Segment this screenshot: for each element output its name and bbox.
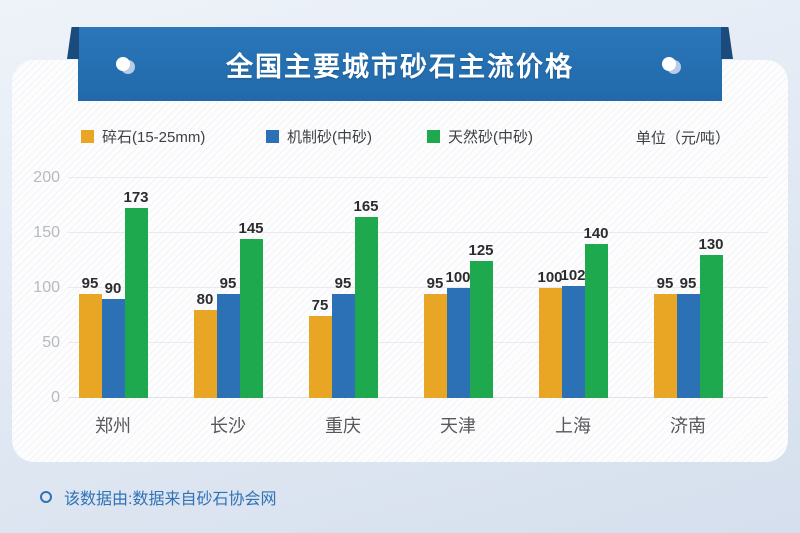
x-axis-category-label: 长沙: [210, 416, 246, 436]
plot-area: 0 50 100 150 200 95 90 173 郑州 80 95 145 长沙 75 95 165 重庆 9…: [33, 169, 768, 436]
bar: 145: [238, 220, 264, 398]
bar: 140: [583, 225, 609, 398]
bar-group: 95 95 130 济南: [653, 236, 724, 436]
x-axis-category-label: 天津: [440, 416, 476, 436]
legend-label: 碎石(15-25mm): [102, 129, 206, 146]
y-axis-tick-label: 200: [33, 169, 60, 186]
rivet-icon: [662, 57, 676, 71]
bar-value-label: 95: [81, 274, 99, 292]
bar-group: 95 90 173 郑州: [78, 189, 149, 436]
legend-label: 天然砂(中砂): [448, 129, 533, 146]
y-axis-tick-label: 50: [42, 334, 60, 351]
bar-group: 75 95 165 重庆: [308, 198, 379, 436]
bar: 80: [193, 291, 217, 398]
bar: 125: [468, 242, 494, 398]
bar: 75: [308, 297, 332, 398]
bar-value-label: 173: [123, 188, 149, 206]
bar-value-label: 95: [334, 274, 352, 292]
bar-value-label: 95: [426, 274, 444, 292]
bar-group: 95 100 125 天津: [423, 242, 494, 436]
legend-label: 机制砂(中砂): [287, 129, 372, 146]
bar: 95: [78, 275, 102, 398]
gridline: [68, 397, 768, 398]
bar-value-label: 90: [104, 280, 122, 297]
bar-value-label: 80: [196, 291, 214, 308]
bar: 100: [445, 269, 471, 398]
bar-value-label: 100: [537, 269, 563, 286]
bar: 130: [698, 236, 724, 398]
rivet-icon: [116, 57, 130, 71]
x-axis-category-label: 上海: [555, 416, 591, 436]
bar: 95: [216, 275, 240, 398]
chart-card: 碎石(15-25mm) 机制砂(中砂) 天然砂(中砂) 单位（元/吨） 0 50 1…: [12, 60, 788, 462]
gridline: [68, 287, 768, 288]
y-axis-tick-label: 150: [33, 224, 60, 241]
bar: 95: [676, 275, 700, 398]
ribbon-fold-right: [721, 27, 733, 59]
bar-group: 100 102 140 上海: [537, 225, 609, 436]
x-axis-category-label: 济南: [670, 416, 706, 436]
gridline: [68, 342, 768, 343]
circle-bullet-icon: [40, 491, 52, 503]
bar: 95: [653, 275, 677, 398]
ribbon-fold-left: [67, 27, 79, 59]
bar-group: 80 95 145 长沙: [193, 220, 264, 436]
legend-item-crushed-stone: 碎石(15-25mm): [81, 126, 205, 147]
bar: 102: [560, 267, 586, 398]
x-axis-category-label: 郑州: [95, 416, 131, 436]
x-axis-category-label: 重庆: [325, 416, 361, 436]
bar-value-label: 95: [656, 274, 674, 292]
title-ribbon: 全国主要城市砂石主流价格: [67, 27, 733, 101]
bar-value-label: 130: [698, 236, 724, 253]
bar-value-label: 140: [583, 225, 609, 242]
bar-value-label: 145: [238, 219, 264, 237]
legend-swatch-blue: [266, 130, 279, 143]
data-source-text: 该数据由:数据来自砂石协会网: [64, 491, 277, 508]
data-source-note: 该数据由:数据来自砂石协会网: [40, 485, 276, 509]
legend-swatch-green: [427, 130, 440, 143]
bar-value-label: 100: [445, 269, 471, 286]
y-axis-tick-label: 100: [33, 279, 60, 296]
legend-item-manufactured-sand: 机制砂(中砂): [266, 126, 372, 147]
page-title: 全国主要城市砂石主流价格: [226, 51, 574, 82]
bar-value-label: 95: [219, 274, 237, 292]
legend-swatch-orange: [81, 130, 94, 143]
y-axis-tick-label: 0: [51, 389, 60, 406]
bar: 100: [537, 269, 563, 398]
bar: 95: [331, 275, 355, 398]
unit-label: 单位（元/吨）: [635, 130, 730, 147]
bar: 90: [101, 280, 125, 398]
bar-value-label: 75: [311, 296, 329, 314]
gridline: [68, 232, 768, 233]
bar: 173: [123, 189, 149, 398]
bar: 95: [423, 275, 447, 398]
bar-value-label: 125: [468, 241, 494, 259]
legend-item-natural-sand: 天然砂(中砂): [427, 126, 533, 147]
bar: 165: [353, 198, 379, 398]
gridline: [68, 177, 768, 178]
bar-value-label: 95: [679, 274, 697, 292]
bar-value-label: 102: [560, 266, 586, 284]
chart-legend: 碎石(15-25mm) 机制砂(中砂) 天然砂(中砂) 单位（元/吨）: [12, 126, 788, 147]
bar-value-label: 165: [353, 197, 379, 215]
